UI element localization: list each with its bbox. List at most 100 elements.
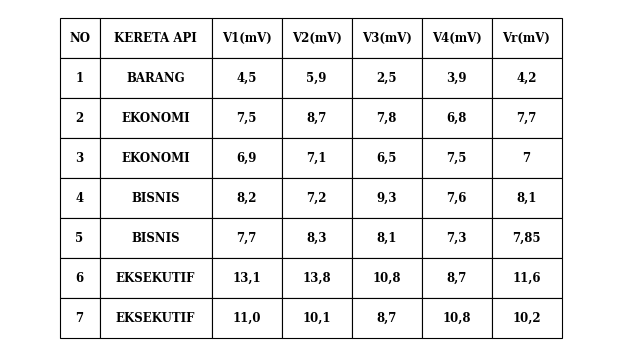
Text: 7,3: 7,3	[446, 231, 467, 245]
Bar	[99, 298, 212, 338]
Bar	[281, 58, 351, 98]
Bar	[212, 218, 281, 258]
Text: 8,2: 8,2	[236, 192, 256, 204]
Text: EKSEKUTIF: EKSEKUTIF	[116, 312, 195, 325]
Bar	[351, 98, 422, 138]
Bar	[422, 178, 491, 218]
Bar	[281, 258, 351, 298]
Bar	[491, 138, 561, 178]
Bar	[491, 98, 561, 138]
Text: 7,5: 7,5	[237, 111, 256, 125]
Text: 10,2: 10,2	[512, 312, 541, 325]
Bar	[281, 178, 351, 218]
Text: V3(mV): V3(mV)	[361, 31, 412, 44]
Bar	[491, 258, 561, 298]
Bar	[422, 98, 491, 138]
Text: 10,1: 10,1	[302, 312, 331, 325]
Text: 7: 7	[75, 312, 84, 325]
Bar	[99, 58, 212, 98]
Text: 7: 7	[522, 152, 530, 164]
Bar	[281, 98, 351, 138]
Text: 2: 2	[75, 111, 84, 125]
Bar	[422, 18, 491, 58]
Bar	[491, 298, 561, 338]
Text: 5,9: 5,9	[306, 72, 327, 84]
Bar	[422, 58, 491, 98]
Text: Vr(mV): Vr(mV)	[502, 31, 550, 44]
Bar	[60, 298, 99, 338]
Text: 8,3: 8,3	[306, 231, 327, 245]
Text: 13,8: 13,8	[302, 272, 331, 284]
Bar	[281, 18, 351, 58]
Text: 8,7: 8,7	[306, 111, 327, 125]
Bar	[212, 258, 281, 298]
Bar	[351, 138, 422, 178]
Bar	[351, 58, 422, 98]
Text: 7,5: 7,5	[446, 152, 467, 164]
Text: 6: 6	[75, 272, 84, 284]
Text: 7,7: 7,7	[237, 231, 256, 245]
Bar	[60, 218, 99, 258]
Bar	[351, 18, 422, 58]
Text: 2,5: 2,5	[376, 72, 397, 84]
Bar	[281, 138, 351, 178]
Text: V4(mV): V4(mV)	[432, 31, 481, 44]
Bar	[60, 58, 99, 98]
Bar	[212, 18, 281, 58]
Text: 6,8: 6,8	[446, 111, 467, 125]
Bar	[60, 178, 99, 218]
Bar	[422, 258, 491, 298]
Bar	[212, 178, 281, 218]
Bar	[99, 218, 212, 258]
Text: 8,1: 8,1	[516, 192, 537, 204]
Text: 4: 4	[75, 192, 84, 204]
Text: 11,0: 11,0	[232, 312, 261, 325]
Text: EKSEKUTIF: EKSEKUTIF	[116, 272, 195, 284]
Bar	[351, 298, 422, 338]
Bar	[212, 138, 281, 178]
Text: 5: 5	[75, 231, 84, 245]
Text: 9,3: 9,3	[376, 192, 397, 204]
Bar	[60, 138, 99, 178]
Bar	[491, 218, 561, 258]
Text: 3,9: 3,9	[446, 72, 467, 84]
Bar	[212, 58, 281, 98]
Text: 7,7: 7,7	[516, 111, 537, 125]
Text: 7,6: 7,6	[446, 192, 467, 204]
Bar	[99, 138, 212, 178]
Text: 13,1: 13,1	[232, 272, 261, 284]
Bar	[281, 218, 351, 258]
Text: KERETA API: KERETA API	[114, 31, 197, 44]
Bar	[422, 298, 491, 338]
Bar	[351, 218, 422, 258]
Bar	[422, 218, 491, 258]
Bar	[60, 98, 99, 138]
Text: V2(mV): V2(mV)	[292, 31, 342, 44]
Text: 3: 3	[75, 152, 84, 164]
Bar	[99, 258, 212, 298]
Text: 8,7: 8,7	[376, 312, 397, 325]
Text: 10,8: 10,8	[372, 272, 401, 284]
Text: BISNIS: BISNIS	[131, 192, 180, 204]
Text: 1: 1	[75, 72, 84, 84]
Text: 7,85: 7,85	[512, 231, 541, 245]
Text: V1(mV): V1(mV)	[222, 31, 271, 44]
Text: BARANG: BARANG	[126, 72, 185, 84]
Text: 8,7: 8,7	[446, 272, 467, 284]
Text: EKONOMI: EKONOMI	[121, 111, 190, 125]
Text: 8,1: 8,1	[376, 231, 397, 245]
Text: 7,8: 7,8	[376, 111, 397, 125]
Bar	[99, 178, 212, 218]
Text: 11,6: 11,6	[512, 272, 541, 284]
Bar	[99, 98, 212, 138]
Text: EKONOMI: EKONOMI	[121, 152, 190, 164]
Bar	[351, 258, 422, 298]
Bar	[212, 298, 281, 338]
Text: BISNIS: BISNIS	[131, 231, 180, 245]
Text: 10,8: 10,8	[442, 312, 471, 325]
Text: 6,9: 6,9	[237, 152, 256, 164]
Bar	[212, 98, 281, 138]
Text: 7,1: 7,1	[306, 152, 327, 164]
Text: 6,5: 6,5	[376, 152, 397, 164]
Text: 7,2: 7,2	[306, 192, 327, 204]
